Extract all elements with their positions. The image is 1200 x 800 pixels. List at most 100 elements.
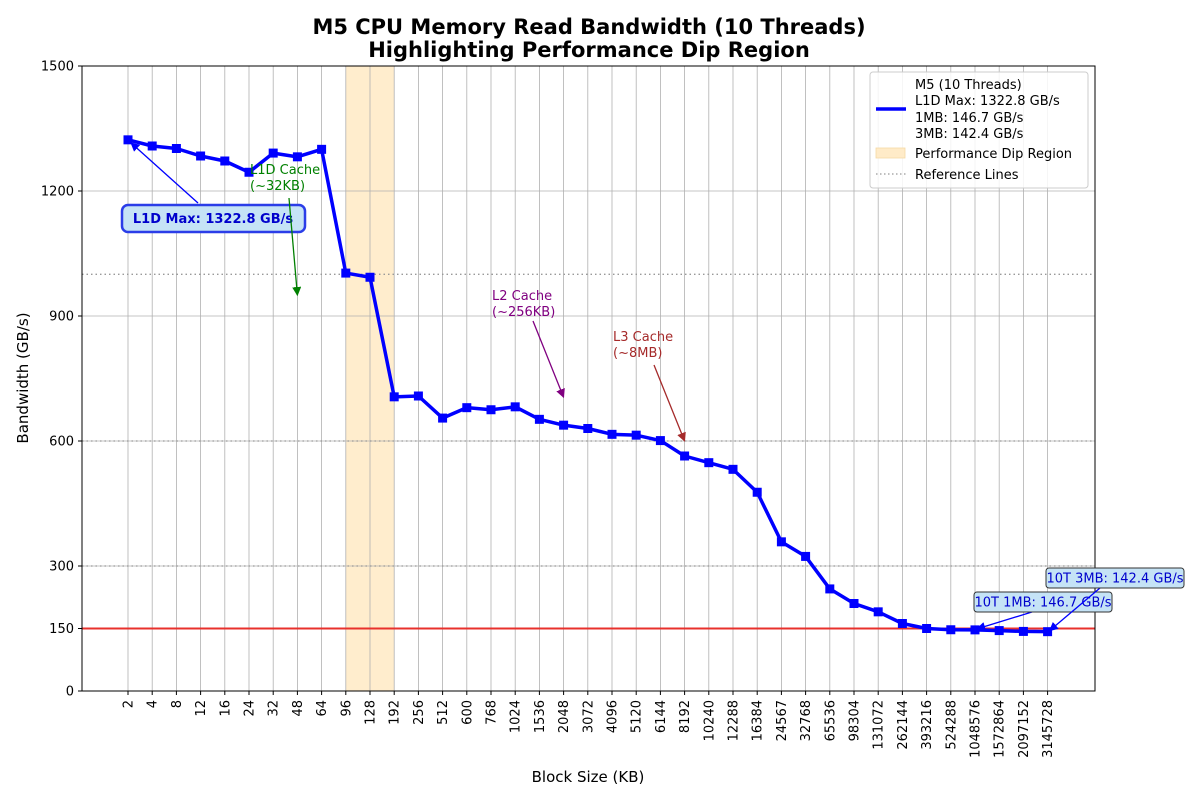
data-point <box>655 436 665 446</box>
x-tick-label: 98304 <box>848 700 863 741</box>
x-tick-label: 10240 <box>702 700 717 741</box>
data-point <box>631 430 641 440</box>
x-tick-label: 96 <box>339 700 354 717</box>
l1d-cache-arrow <box>288 197 302 297</box>
tt-1mb-label: 10T 1MB: 146.7 GB/s <box>974 596 1111 611</box>
chart-title: M5 CPU Memory Read Bandwidth (10 Threads… <box>312 15 865 39</box>
x-tick-label: 128 <box>364 700 379 725</box>
data-point <box>607 429 617 439</box>
tt-3mb-label: 10T 3MB: 142.4 GB/s <box>1046 572 1183 587</box>
data-point <box>341 268 351 278</box>
data-point <box>1043 627 1053 637</box>
data-point <box>970 625 980 635</box>
tt-3mb-box <box>1045 567 1185 589</box>
data-point <box>801 551 811 561</box>
data-point <box>922 624 932 633</box>
x-tick-label: 8 <box>170 700 185 708</box>
x-tick-label: 131072 <box>872 700 887 750</box>
data-point <box>946 625 956 635</box>
x-tick-label: 8192 <box>678 700 693 733</box>
data-point <box>317 144 327 154</box>
data-point <box>486 405 496 415</box>
tt-1mb-arrow <box>976 611 1033 631</box>
l1d-max-label: L1D Max: 1322.8 GB/s <box>133 212 293 227</box>
legend-series-label: M5 (10 Threads) <box>915 78 1022 93</box>
y-tick-label: 1500 <box>41 60 74 75</box>
chart-subtitle: Highlighting Performance Dip Region <box>368 38 810 62</box>
l2-cache-label: L2 Cache <box>492 289 552 304</box>
data-point <box>413 391 423 401</box>
data-point <box>292 152 302 162</box>
legend-series-detail-3mb: 3MB: 142.4 GB/s <box>915 127 1024 142</box>
x-tick-label: 16 <box>218 700 233 717</box>
data-point <box>849 599 859 608</box>
y-tick-label: 150 <box>49 622 74 637</box>
x-tick-label: 3072 <box>581 700 596 733</box>
data-point <box>510 402 520 412</box>
x-tick-label: 4096 <box>606 700 621 733</box>
y-tick-label: 300 <box>49 560 74 575</box>
x-tick-label: 5120 <box>630 700 645 733</box>
x-tick-label: 2 <box>122 700 137 708</box>
data-point <box>268 148 278 158</box>
data-point <box>559 420 569 430</box>
x-tick-label: 192 <box>388 700 403 725</box>
y-tick-label: 1200 <box>41 185 74 200</box>
l3-cache-arrow <box>653 364 686 442</box>
x-tick-label: 12 <box>194 700 209 717</box>
data-point <box>389 392 399 402</box>
l1d-max-box <box>120 203 307 234</box>
legend-frame <box>869 71 1089 189</box>
x-tick-label: 2048 <box>557 700 572 733</box>
data-point <box>752 487 762 497</box>
x-tick-label: 600 <box>460 700 475 725</box>
data-point <box>438 413 448 423</box>
data-point <box>825 584 835 594</box>
l2-cache-arrow <box>532 320 565 399</box>
x-tick-label: 32 <box>267 700 282 717</box>
data-point <box>776 537 786 547</box>
l1d-cache-label: (~32KB) <box>250 179 305 194</box>
x-tick-label: 3145728 <box>1041 700 1056 758</box>
l3-cache-label: (~8MB) <box>613 346 662 361</box>
tt-3mb-arrow <box>1048 587 1101 632</box>
axes-frame <box>81 65 1096 692</box>
legend-dip-label: Performance Dip Region <box>915 147 1072 162</box>
x-tick-label: 65536 <box>823 700 838 741</box>
data-point <box>244 167 254 177</box>
data-point <box>534 414 544 424</box>
x-tick-label: 512 <box>436 700 451 725</box>
data-point <box>196 151 206 161</box>
x-tick-label: 1536 <box>533 700 548 733</box>
x-tick-label: 768 <box>485 700 500 725</box>
x-tick-label: 1024 <box>509 700 524 733</box>
data-point <box>365 272 375 282</box>
x-tick-label: 24567 <box>775 700 790 741</box>
x-tick-label: 262144 <box>896 700 911 750</box>
x-tick-label: 32768 <box>799 700 814 741</box>
data-point <box>897 619 907 628</box>
legend-series-detail-1mb: 1MB: 146.7 GB/s <box>915 111 1024 126</box>
data-point <box>704 458 714 468</box>
x-tick-label: 64 <box>315 700 330 717</box>
data-point <box>994 626 1004 636</box>
x-tick-label: 6144 <box>654 700 669 733</box>
y-axis-label: Bandwidth (GB/s) <box>14 312 32 443</box>
data-point <box>123 135 133 145</box>
x-tick-label: 12288 <box>727 700 742 741</box>
l1d-max-arrow <box>130 142 199 204</box>
legend-series-detail-l1d: L1D Max: 1322.8 GB/s <box>915 94 1060 109</box>
x-axis-label: Block Size (KB) <box>532 768 645 786</box>
l3-cache-label: L3 Cache <box>613 330 673 345</box>
data-point <box>171 144 181 153</box>
x-tick-label: 48 <box>291 700 306 717</box>
x-tick-label: 393216 <box>920 700 935 750</box>
l1d-cache-label: L1D Cache <box>250 163 320 178</box>
x-tick-label: 4 <box>146 700 161 708</box>
legend: M5 (10 Threads) L1D Max: 1322.8 GB/s 1MB… <box>869 71 1089 189</box>
x-tick-label: 1048576 <box>969 700 984 758</box>
data-point <box>1018 626 1028 636</box>
y-tick-label: 900 <box>49 310 74 325</box>
